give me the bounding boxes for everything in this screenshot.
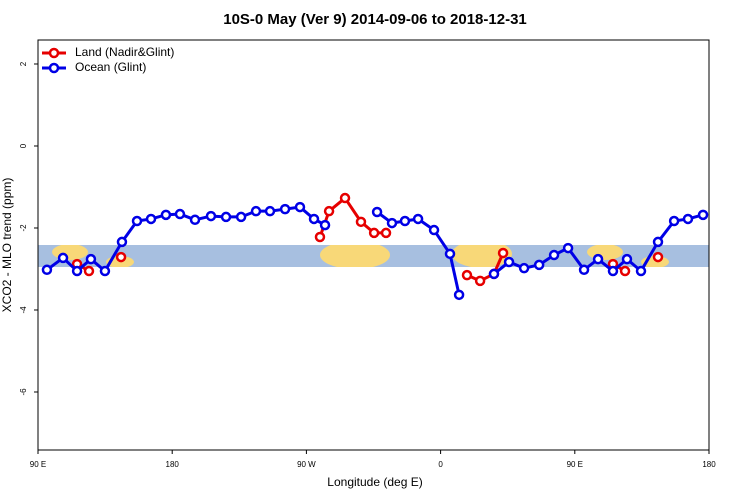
point	[533, 259, 545, 271]
point	[453, 289, 465, 301]
point	[497, 247, 509, 259]
point	[116, 236, 128, 248]
point	[682, 213, 694, 225]
point	[323, 205, 335, 217]
point	[412, 213, 424, 225]
point	[131, 215, 143, 227]
point	[99, 265, 111, 277]
point	[319, 219, 331, 231]
point	[279, 203, 291, 215]
x-tick-label: 180	[702, 460, 716, 469]
point	[205, 210, 217, 222]
point	[57, 252, 69, 264]
point	[71, 265, 83, 277]
point	[85, 253, 97, 265]
y-tick-label: -4	[19, 306, 28, 314]
point	[562, 242, 574, 254]
point	[621, 253, 633, 265]
point	[314, 231, 326, 243]
y-tick-label: 2	[19, 61, 28, 66]
point	[592, 253, 604, 265]
y-tick-label: -6	[19, 388, 28, 396]
x-tick-label: 90 W	[297, 460, 316, 469]
point	[607, 265, 619, 277]
point	[294, 201, 306, 213]
point	[308, 213, 320, 225]
point	[115, 251, 127, 263]
point	[697, 209, 709, 221]
legend-label: Ocean (Glint)	[75, 60, 146, 74]
legend-marker	[48, 47, 60, 59]
legend-label: Land (Nadir&Glint)	[75, 45, 174, 59]
point	[41, 264, 53, 276]
x-tick-label: 180	[166, 460, 180, 469]
point	[652, 236, 664, 248]
point	[83, 265, 95, 277]
point	[355, 216, 367, 228]
point	[578, 264, 590, 276]
point	[399, 215, 411, 227]
point	[264, 205, 276, 217]
point	[518, 262, 530, 274]
point	[488, 268, 500, 280]
x-axis-label: Longitude (deg E)	[327, 475, 422, 489]
y-axis-label: XCO2 - MLO trend (ppm)	[0, 178, 14, 313]
point	[619, 265, 631, 277]
point	[386, 217, 398, 229]
x-tick-label: 90 E	[30, 460, 46, 469]
point	[235, 211, 247, 223]
y-tick-label: -2	[19, 224, 28, 232]
y-tick-label: 0	[19, 143, 28, 148]
point	[160, 209, 172, 221]
point	[174, 208, 186, 220]
point	[635, 265, 647, 277]
point	[548, 249, 560, 261]
point	[474, 275, 486, 287]
legend-marker	[48, 62, 60, 74]
chart-title: 10S-0 May (Ver 9) 2014-09-06 to 2018-12-…	[223, 11, 527, 28]
point	[145, 213, 157, 225]
point	[380, 227, 392, 239]
x-tick-label: 0	[438, 460, 443, 469]
plot-frame	[37, 39, 710, 451]
point	[250, 205, 262, 217]
point	[428, 224, 440, 236]
point	[652, 251, 664, 263]
point	[220, 211, 232, 223]
point	[668, 215, 680, 227]
point	[339, 192, 351, 204]
x-tick-label: 90 E	[567, 460, 583, 469]
point	[371, 206, 383, 218]
point	[189, 214, 201, 226]
point	[461, 269, 473, 281]
point	[503, 256, 515, 268]
point	[444, 248, 456, 260]
point	[368, 227, 380, 239]
